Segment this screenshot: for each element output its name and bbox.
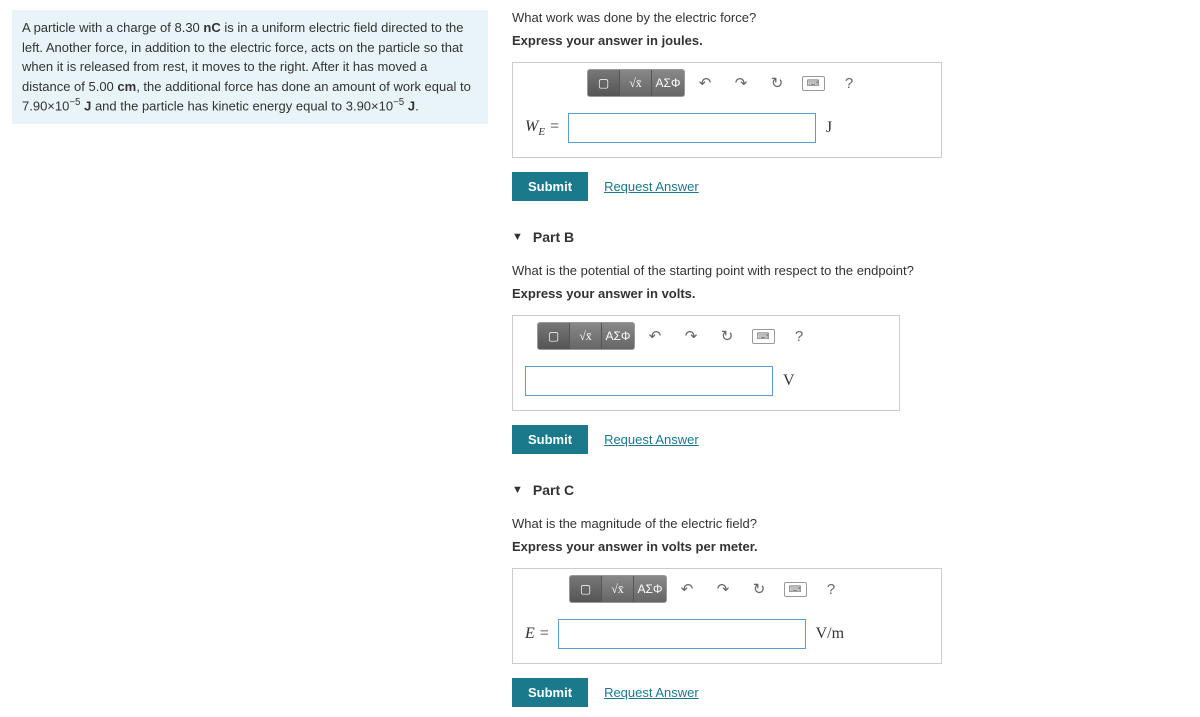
part-c-request-link[interactable]: Request Answer <box>604 685 699 700</box>
format-tool-group: ▢ √x̄ ΑΣΦ <box>537 322 635 350</box>
chevron-down-icon: ▼ <box>512 484 523 496</box>
part-b-header[interactable]: ▼ Part B <box>512 229 1188 245</box>
keyboard-icon[interactable]: ⌨ <box>749 323 777 349</box>
part-c-submit-row: Submit Request Answer <box>512 678 1188 707</box>
format-tool-group: ▢ √x̄ ΑΣΦ <box>569 575 667 603</box>
part-a-instruction: Express your answer in joules. <box>512 33 1188 48</box>
chevron-down-icon: ▼ <box>512 231 523 243</box>
part-b-title: Part B <box>533 229 574 245</box>
greek-icon[interactable]: ΑΣΦ <box>602 323 634 349</box>
undo-icon[interactable]: ↶ <box>641 323 669 349</box>
part-b-input[interactable] <box>525 366 773 396</box>
part-b-instruction: Express your answer in volts. <box>512 286 1188 301</box>
part-a-variable: WE = <box>525 118 560 138</box>
greek-icon[interactable]: ΑΣΦ <box>634 576 666 602</box>
part-c-title: Part C <box>533 482 574 498</box>
left-column: A particle with a charge of 8.30 nC is i… <box>0 0 500 717</box>
undo-icon[interactable]: ↶ <box>691 70 719 96</box>
part-a-input-row: WE = J <box>513 103 941 157</box>
template-icon[interactable]: ▢ <box>588 70 620 96</box>
reset-icon[interactable]: ↻ <box>713 323 741 349</box>
sqrt-icon[interactable]: √x̄ <box>602 576 634 602</box>
part-c-unit: V/m <box>816 625 844 643</box>
reset-icon[interactable]: ↻ <box>763 70 791 96</box>
part-a-answer-box: ▢ √x̄ ΑΣΦ ↶ ↷ ↻ ⌨ ? WE = J <box>512 62 942 158</box>
part-c-header[interactable]: ▼ Part C <box>512 482 1188 498</box>
template-icon[interactable]: ▢ <box>570 576 602 602</box>
part-a-input[interactable] <box>568 113 816 143</box>
part-c: ▼ Part C What is the magnitude of the el… <box>512 482 1188 707</box>
redo-icon[interactable]: ↷ <box>709 576 737 602</box>
part-c-submit-button[interactable]: Submit <box>512 678 588 707</box>
part-b: ▼ Part B What is the potential of the st… <box>512 229 1188 454</box>
help-icon[interactable]: ? <box>835 70 863 96</box>
part-c-input-row: E = V/m <box>513 609 941 663</box>
format-tool-group: ▢ √x̄ ΑΣΦ <box>587 69 685 97</box>
part-a-request-link[interactable]: Request Answer <box>604 179 699 194</box>
part-b-unit: V <box>783 372 795 390</box>
template-icon[interactable]: ▢ <box>538 323 570 349</box>
help-icon[interactable]: ? <box>785 323 813 349</box>
part-b-toolbar: ▢ √x̄ ΑΣΦ ↶ ↷ ↻ ⌨ ? <box>513 316 899 356</box>
greek-icon[interactable]: ΑΣΦ <box>652 70 684 96</box>
part-b-request-link[interactable]: Request Answer <box>604 432 699 447</box>
right-column: What work was done by the electric force… <box>500 0 1200 717</box>
part-a-toolbar: ▢ √x̄ ΑΣΦ ↶ ↷ ↻ ⌨ ? <box>513 63 941 103</box>
part-c-variable: E = <box>525 625 550 643</box>
part-c-question: What is the magnitude of the electric fi… <box>512 516 1188 531</box>
part-c-instruction: Express your answer in volts per meter. <box>512 539 1188 554</box>
part-c-answer-box: ▢ √x̄ ΑΣΦ ↶ ↷ ↻ ⌨ ? E = V/m <box>512 568 942 664</box>
part-c-toolbar: ▢ √x̄ ΑΣΦ ↶ ↷ ↻ ⌨ ? <box>513 569 941 609</box>
sqrt-icon[interactable]: √x̄ <box>620 70 652 96</box>
redo-icon[interactable]: ↷ <box>677 323 705 349</box>
part-a-submit-row: Submit Request Answer <box>512 172 1188 201</box>
sqrt-icon[interactable]: √x̄ <box>570 323 602 349</box>
part-b-submit-button[interactable]: Submit <box>512 425 588 454</box>
part-b-input-row: V <box>513 356 899 410</box>
part-b-answer-box: ▢ √x̄ ΑΣΦ ↶ ↷ ↻ ⌨ ? V <box>512 315 900 411</box>
keyboard-icon[interactable]: ⌨ <box>799 70 827 96</box>
part-a: What work was done by the electric force… <box>512 10 1188 201</box>
part-c-input[interactable] <box>558 619 806 649</box>
page-container: A particle with a charge of 8.30 nC is i… <box>0 0 1200 717</box>
part-a-question: What work was done by the electric force… <box>512 10 1188 25</box>
undo-icon[interactable]: ↶ <box>673 576 701 602</box>
part-b-submit-row: Submit Request Answer <box>512 425 1188 454</box>
part-a-unit: J <box>826 119 832 137</box>
redo-icon[interactable]: ↷ <box>727 70 755 96</box>
reset-icon[interactable]: ↻ <box>745 576 773 602</box>
part-a-submit-button[interactable]: Submit <box>512 172 588 201</box>
keyboard-icon[interactable]: ⌨ <box>781 576 809 602</box>
part-b-question: What is the potential of the starting po… <box>512 263 1188 278</box>
problem-statement: A particle with a charge of 8.30 nC is i… <box>12 10 488 124</box>
help-icon[interactable]: ? <box>817 576 845 602</box>
